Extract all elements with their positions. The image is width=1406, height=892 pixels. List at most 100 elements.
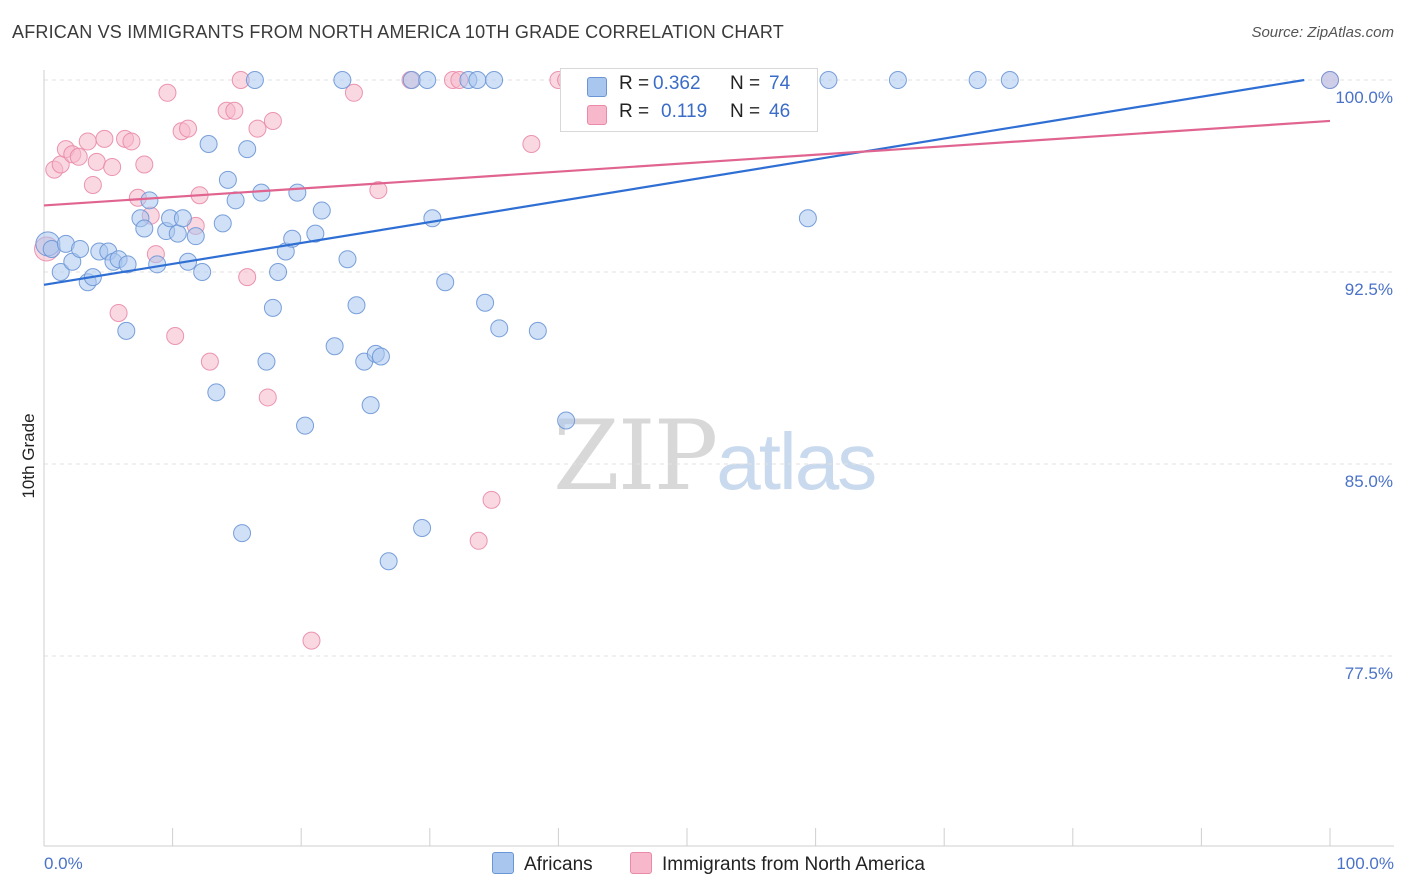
data-point: [69, 147, 88, 166]
x-tick-label-min: 0.0%: [44, 854, 83, 873]
data-point: [238, 140, 257, 159]
data-point: [312, 201, 331, 220]
data-point: [490, 319, 509, 338]
data-point: [95, 129, 114, 148]
zipatlas-watermark: ZIPatlas: [553, 400, 877, 512]
data-point: [135, 155, 154, 174]
y-tick-label: 100.0%: [1335, 88, 1393, 107]
data-point: [418, 71, 437, 89]
data-point: [51, 263, 70, 281]
y-tick-label: 77.5%: [1345, 664, 1393, 683]
data-point: [140, 191, 159, 210]
data-point: [344, 83, 363, 102]
data-point: [225, 101, 244, 120]
trend-line-africans: [43, 78, 1305, 286]
data-point: [476, 293, 495, 312]
legend-label-immigrants: Immigrants from North America: [662, 854, 925, 875]
chart-title: AFRICAN VS IMMIGRANTS FROM NORTH AMERICA…: [12, 22, 784, 42]
immigrants-points: [34, 71, 1339, 650]
data-point: [87, 152, 106, 171]
data-point: [325, 337, 344, 356]
data-point: [423, 209, 442, 228]
data-point: [263, 111, 282, 130]
data-point: [213, 214, 232, 233]
data-point: [819, 71, 838, 89]
data-point: [117, 321, 136, 340]
data-point: [302, 631, 321, 650]
data-point: [135, 219, 154, 238]
data-point: [485, 71, 504, 89]
data-point: [233, 524, 252, 543]
trend-lines: [43, 78, 1331, 286]
axes: [43, 70, 1394, 847]
data-point: [179, 119, 198, 138]
data-point: [103, 158, 122, 177]
data-point: [413, 519, 432, 537]
x-ticks: [43, 828, 1331, 846]
y-axis-title: 10th Grade: [19, 413, 38, 498]
stats-legend: R = 0.362 N = 74 R = 0.119 N = 46: [560, 68, 818, 132]
data-point: [245, 71, 264, 89]
data-point: [263, 298, 282, 317]
gridlines: [44, 79, 1394, 657]
data-point: [200, 352, 219, 371]
data-point: [158, 83, 177, 102]
legend-n-value: 74: [769, 73, 791, 94]
data-point: [71, 239, 90, 258]
legend-item-africans: Africans: [492, 852, 593, 876]
legend-r-label: R =: [619, 101, 650, 122]
legend-swatch-pink: [587, 105, 607, 125]
trend-line-immigrants: [43, 119, 1331, 207]
data-point: [257, 352, 276, 371]
data-point: [468, 71, 487, 89]
data-point: [109, 303, 128, 322]
data-point: [296, 416, 315, 435]
data-point: [347, 296, 366, 315]
data-point: [83, 175, 102, 194]
legend-r-value: 0.362: [653, 73, 701, 94]
legend-r-label: R =: [619, 73, 650, 94]
data-point: [199, 135, 218, 153]
data-point: [118, 255, 137, 274]
data-point: [269, 263, 288, 281]
legend-swatch-immigrants: [630, 852, 652, 874]
data-point: [306, 224, 325, 243]
data-point: [226, 191, 245, 210]
data-point: [166, 327, 185, 345]
legend-n-label: N =: [730, 101, 761, 122]
data-point: [469, 531, 488, 550]
watermark-atlas: atlas: [716, 417, 877, 506]
legend-label-africans: Africans: [524, 854, 593, 875]
data-point: [148, 255, 167, 274]
data-point: [258, 388, 277, 407]
legend-r-value: 0.119: [661, 101, 708, 122]
data-point: [1321, 71, 1339, 89]
data-point: [288, 183, 307, 202]
y-tick-label: 92.5%: [1345, 280, 1393, 299]
data-point: [888, 71, 907, 89]
data-point: [207, 383, 226, 402]
data-point: [436, 273, 455, 292]
data-point: [968, 71, 987, 89]
data-point: [798, 209, 817, 228]
legend-n-value: 46: [769, 101, 791, 122]
x-tick-label-max: 100.0%: [1336, 854, 1394, 873]
legend-swatch-blue: [587, 77, 607, 97]
chart-source: Source: ZipAtlas.com: [1251, 24, 1394, 41]
y-tick-label: 85.0%: [1345, 472, 1393, 491]
data-point: [379, 552, 398, 571]
data-point: [338, 250, 357, 269]
data-point: [402, 71, 421, 89]
data-point: [248, 119, 267, 138]
data-point: [238, 268, 257, 287]
legend-swatch-africans: [492, 852, 514, 874]
y-tick-labels: 77.5% 85.0% 92.5% 100.0%: [1335, 88, 1393, 683]
data-point: [361, 396, 380, 415]
data-point: [78, 132, 97, 151]
data-point: [122, 132, 141, 151]
africans-points: [35, 71, 1339, 571]
legend-n-label: N =: [730, 73, 761, 94]
data-point: [528, 321, 547, 340]
data-point: [369, 181, 388, 200]
